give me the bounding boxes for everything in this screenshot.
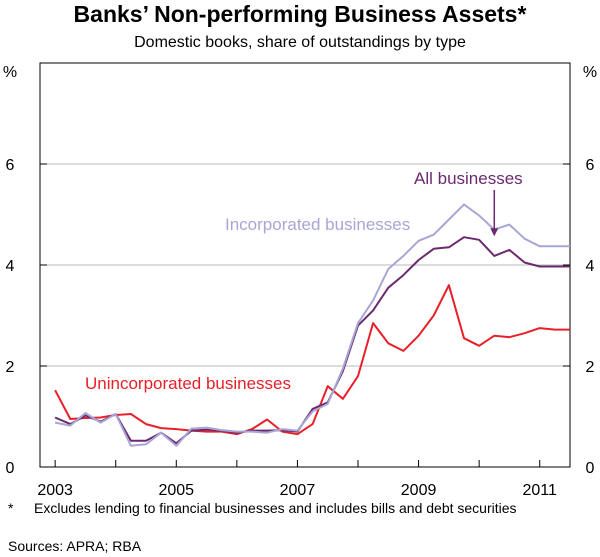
chart-subtitle: Domestic books, share of outstandings by…: [134, 34, 466, 51]
ytick-label-left-0: 0: [6, 460, 15, 477]
xtick-label-2007: 2007: [280, 482, 316, 499]
xtick-label-2003: 2003: [37, 482, 73, 499]
footnote-text: Excludes lending to financial businesses…: [34, 500, 517, 516]
chart-svg: 0 0 2 2 4 4 6 6 2003 2005 2007 2009 2011 % % All bus…: [3, 62, 597, 499]
series-line-unincorporated-businesses: [54, 284, 570, 436]
ytick-label-left-4: 4: [6, 258, 15, 275]
xtick-label-2011: 2011: [523, 482, 558, 499]
ytick-label-left-2: 2: [6, 359, 15, 376]
series-lines: [54, 203, 570, 447]
xtick-label-2009: 2009: [401, 482, 437, 499]
series-line-all-businesses: [54, 236, 570, 445]
annotation-all-businesses: All businesses: [414, 169, 523, 188]
ytick-label-right-4: 4: [586, 258, 595, 275]
y-axis-unit-right: %: [583, 64, 597, 81]
footnote-marker: *: [8, 500, 14, 516]
ytick-label-right-2: 2: [586, 359, 595, 376]
footnote: * Excludes lending to financial business…: [8, 501, 578, 516]
annotation-incorporated-businesses: Incorporated businesses: [225, 215, 410, 234]
ytick-label-right-0: 0: [586, 460, 595, 477]
xtick-label-2005: 2005: [158, 482, 194, 499]
chart-title: Banks’ Non-performing Business Assets*: [73, 1, 527, 27]
tick-labels: 0 0 2 2 4 4 6 6 2003 2005 2007 2009 2011: [6, 157, 595, 499]
annotation-arrow-head: [490, 228, 499, 237]
gridlines: [40, 163, 570, 367]
sources: Sources: APRA; RBA: [8, 538, 142, 554]
ytick-label-right-6: 6: [586, 157, 595, 174]
ytick-label-left-6: 6: [6, 157, 15, 174]
y-axis-unit-left: %: [3, 64, 17, 81]
series-line-incorporated-businesses: [54, 203, 570, 447]
annotation-unincorporated-businesses: Unincorporated businesses: [85, 374, 291, 393]
axis-ticks: [40, 163, 570, 468]
